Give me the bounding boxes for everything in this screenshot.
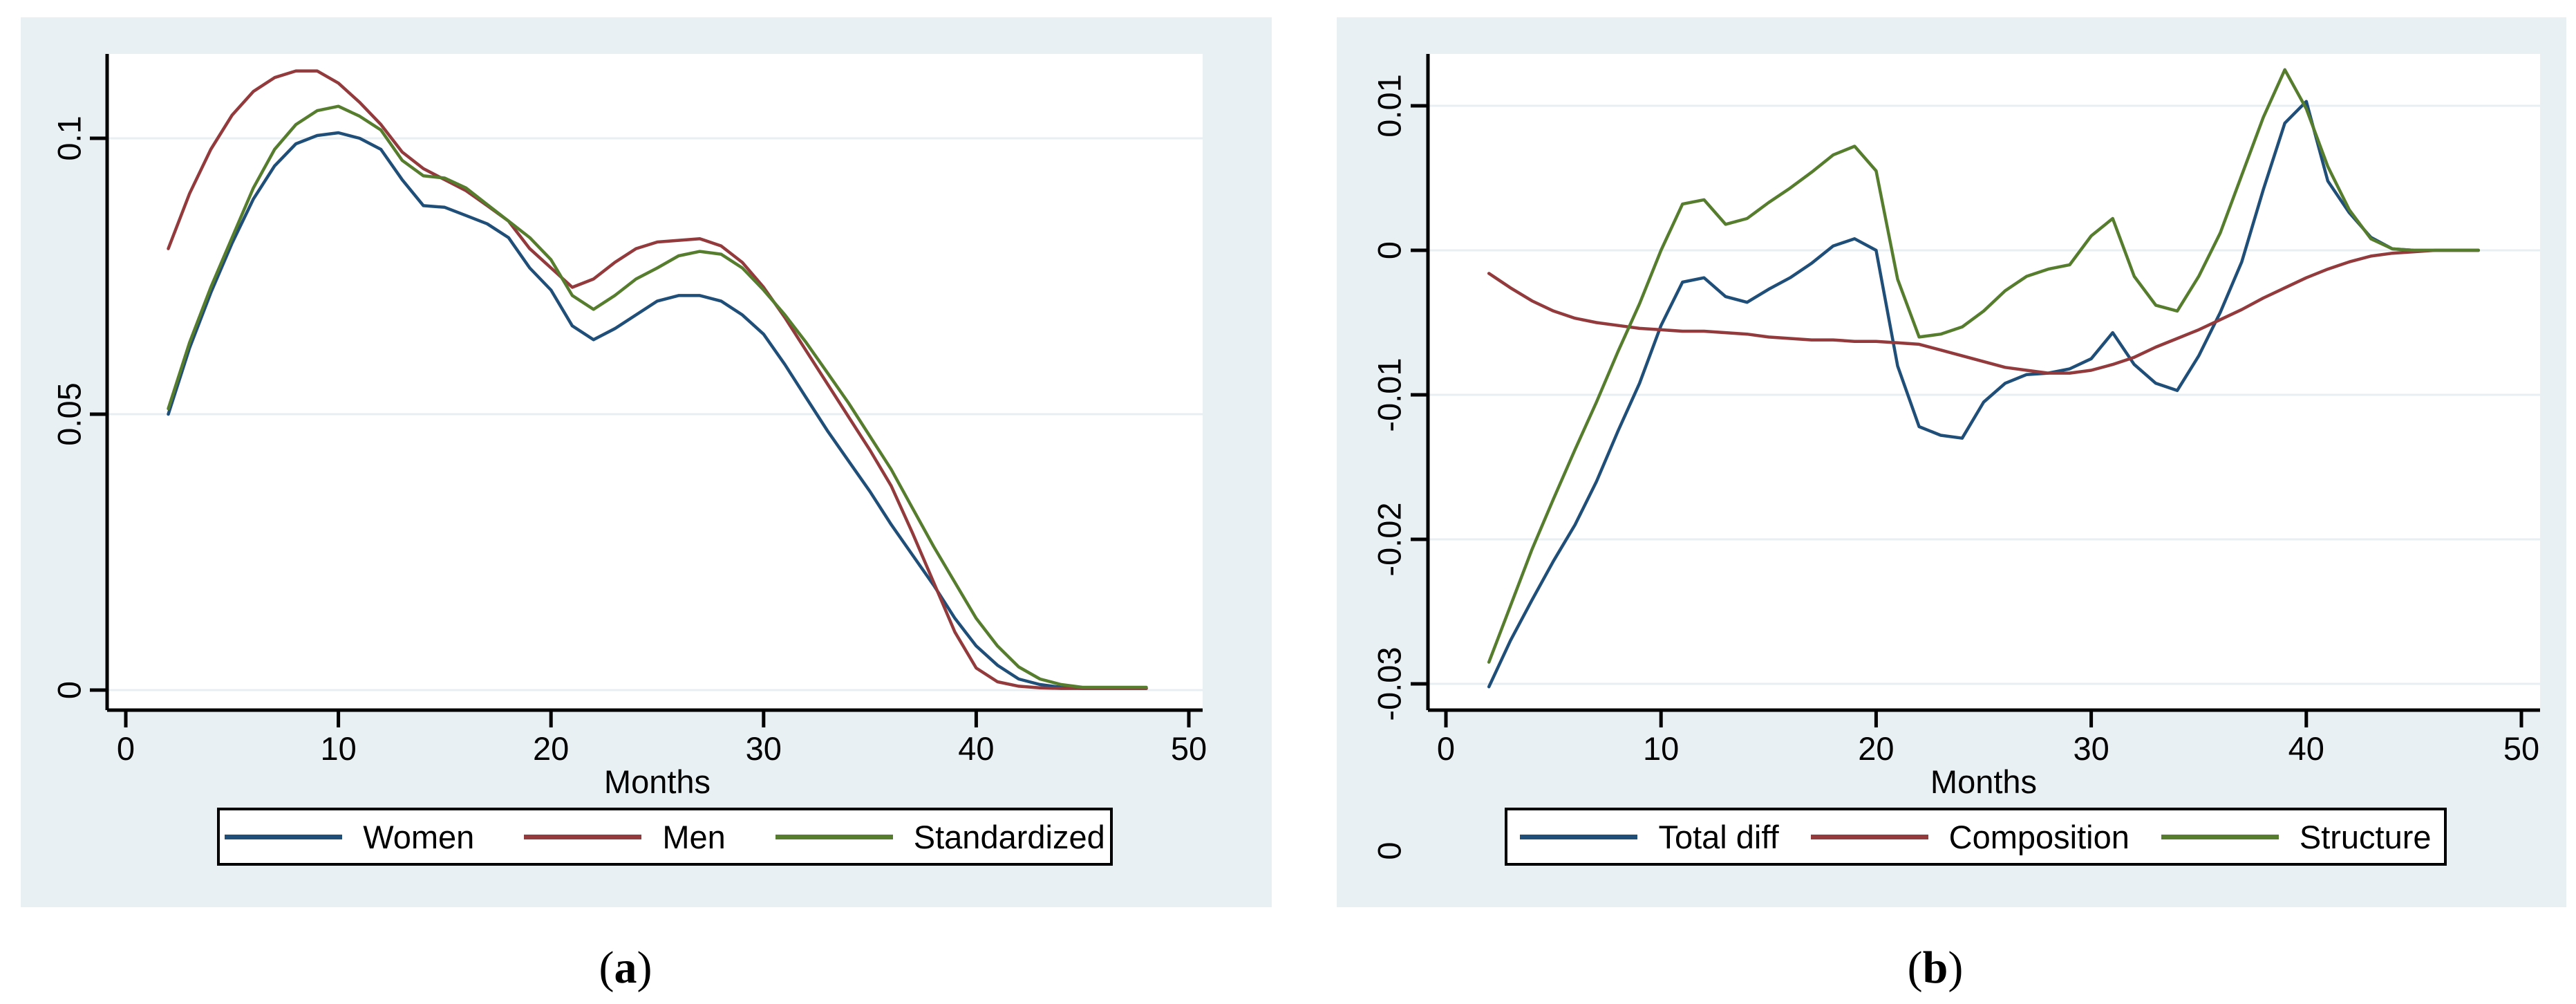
x-tick-label: 50 — [2503, 730, 2539, 767]
legend-line-women-icon — [225, 834, 343, 839]
caption-b-open: ( — [1907, 942, 1923, 993]
caption-b-close: ) — [1948, 942, 1964, 993]
legend-line-total-diff-icon — [1520, 834, 1638, 839]
legend-label-standardized: Standardized — [913, 818, 1105, 855]
plot-area — [107, 54, 1203, 710]
legend-label-total-diff: Total diff — [1658, 818, 1779, 855]
caption-b: (b) — [1845, 942, 2025, 994]
legend-entry-total-diff: Total diff — [1520, 818, 1779, 856]
y-tick-label: 0 — [1371, 241, 1408, 259]
chart-a-plot: 0 0.05 0.1 0 10 20 30 40 50 Months — [51, 54, 1207, 800]
y-tick-label: 0.1 — [51, 115, 88, 160]
series-line-standardized — [167, 104, 1148, 689]
stray-zero-label: 0 — [1371, 842, 1408, 860]
panel-a: 0 0.05 0.1 0 10 20 30 40 50 Months Women Men Stan… — [21, 17, 1272, 907]
x-tick-label: 0 — [1437, 730, 1455, 767]
caption-a-letter: a — [614, 942, 637, 993]
legend-line-composition-icon — [1810, 834, 1928, 839]
x-axis-title: Months — [1930, 763, 2037, 800]
x-tick-label: 30 — [2073, 730, 2109, 767]
caption-a-close: ) — [637, 942, 652, 993]
series-line-composition — [1487, 248, 2481, 375]
x-tick-label: 20 — [533, 730, 569, 767]
legend-line-standardized-icon — [775, 834, 893, 839]
x-tick-label: 30 — [746, 730, 782, 767]
chart-b-legend: Total diff Composition Structure — [1505, 808, 2447, 866]
legend-label-men: Men — [662, 818, 726, 855]
plot-area — [1428, 54, 2540, 710]
y-tick-label: -0.03 — [1371, 647, 1408, 721]
series-line-men — [167, 69, 1148, 690]
caption-a: (a) — [536, 942, 715, 994]
legend-label-composition: Composition — [1948, 818, 2130, 855]
x-tick-label: 40 — [2288, 730, 2324, 767]
x-tick-label: 50 — [1171, 730, 1207, 767]
y-tick-label: 0 — [51, 681, 88, 699]
x-axis-title: Months — [604, 763, 711, 800]
legend-entry-men: Men — [524, 818, 726, 856]
x-tick-label: 40 — [958, 730, 994, 767]
caption-b-letter: b — [1922, 942, 1948, 993]
x-tick-label: 10 — [320, 730, 356, 767]
series-line-structure — [1487, 68, 2481, 664]
x-tick-label: 10 — [1643, 730, 1679, 767]
legend-line-structure-icon — [2161, 834, 2279, 839]
y-tick-label: 0.01 — [1371, 74, 1408, 137]
series-line-women — [167, 131, 1148, 690]
x-tick-label: 20 — [1858, 730, 1894, 767]
legend-entry-structure: Structure — [2161, 818, 2432, 856]
legend-label-structure: Structure — [2299, 818, 2432, 855]
y-tick-label: 0.05 — [51, 382, 88, 445]
caption-a-open: ( — [599, 942, 614, 993]
x-tick-label: 0 — [117, 730, 135, 767]
legend-line-men-icon — [524, 834, 642, 839]
y-tick-label: -0.02 — [1371, 502, 1408, 576]
panel-b: 0.01 0 -0.01 -0.02 -0.03 0 10 20 30 40 50 Months 0 … — [1337, 17, 2566, 907]
y-tick-label: -0.01 — [1371, 357, 1408, 431]
legend-entry-women: Women — [225, 818, 474, 856]
legend-label-women: Women — [363, 818, 475, 855]
chart-b-plot: 0.01 0 -0.01 -0.02 -0.03 0 10 20 30 40 50 Months — [1371, 54, 2540, 800]
legend-entry-composition: Composition — [1810, 818, 2130, 856]
legend-entry-standardized: Standardized — [775, 818, 1105, 856]
chart-a-legend: Women Men Standardized — [217, 808, 1113, 866]
